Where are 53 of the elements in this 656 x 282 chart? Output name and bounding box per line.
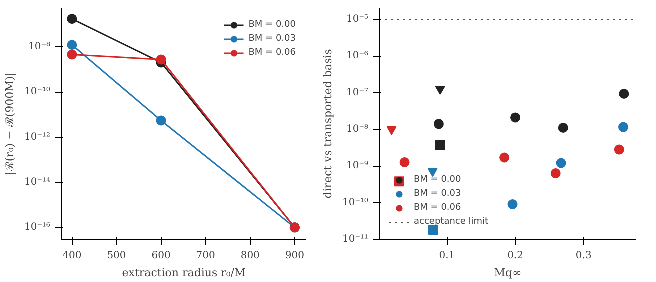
- y-tick-label: 10⁻¹¹: [342, 234, 369, 245]
- x-tick-label: 700: [196, 250, 216, 262]
- point: [435, 140, 446, 150]
- y-tick-label: 10⁻⁵: [346, 14, 369, 26]
- y-tick-label: 10⁻⁷: [346, 87, 369, 98]
- legend-label: BM = 0.03: [414, 188, 462, 201]
- x-tick-label: 0.3: [576, 250, 592, 262]
- y-axis-title: direct vs transported basis: [321, 48, 334, 199]
- point: [67, 40, 78, 50]
- y-tick-label: 10⁻¹⁶: [24, 222, 51, 234]
- point: [434, 119, 444, 130]
- x-tick-label: 0.2: [508, 250, 524, 262]
- y-tick-label: 10⁻⁹: [346, 160, 369, 172]
- y-tick-label: 10⁻⁸: [28, 41, 51, 52]
- y-tick-label: 10⁻¹⁴: [24, 176, 51, 188]
- x-tick-label: 400: [62, 250, 82, 262]
- y-axis-title: |ℛ(r₀) − ℛ(900M)|: [3, 72, 16, 176]
- x-tick-label: 800: [240, 250, 260, 262]
- y-tick-label: 10⁻¹²: [24, 132, 51, 143]
- point: [428, 225, 438, 236]
- point: [386, 126, 397, 136]
- y-tick-label: 10⁻⁸: [346, 124, 369, 136]
- point: [508, 200, 518, 210]
- y-tick-label: 10⁻¹⁰: [342, 197, 369, 208]
- y-tick-label: 10⁻¹⁰: [24, 86, 51, 98]
- point: [435, 86, 446, 95]
- x-tick-label: 600: [152, 250, 171, 262]
- point: [500, 152, 510, 163]
- legend-label: acceptance limit: [414, 216, 489, 229]
- legend-label: BM = 0.06: [414, 202, 462, 215]
- x-tick-label: 900: [285, 250, 304, 262]
- point: [556, 158, 566, 168]
- legend-label: BM = 0.03: [248, 33, 296, 46]
- point: [400, 158, 410, 168]
- point: [428, 168, 438, 178]
- y-tick-label: 10⁻⁶: [346, 50, 369, 62]
- x-axis-title: Mq∞: [494, 266, 522, 280]
- x-axis-title: extraction radius r₀/M: [122, 266, 246, 280]
- legend-label: BM = 0.00: [248, 19, 296, 32]
- point: [614, 144, 624, 155]
- point: [618, 122, 629, 132]
- point: [156, 54, 166, 65]
- x-tick-label: 500: [107, 250, 126, 262]
- legend-label: BM = 0.00: [414, 174, 462, 187]
- point: [510, 112, 521, 123]
- point: [619, 89, 630, 100]
- point: [156, 116, 166, 126]
- x-tick-label: 0.1: [439, 250, 456, 262]
- point: [67, 14, 78, 24]
- legend-label: BM = 0.06: [248, 47, 296, 60]
- point: [558, 123, 568, 133]
- point: [67, 50, 78, 60]
- point: [550, 168, 561, 179]
